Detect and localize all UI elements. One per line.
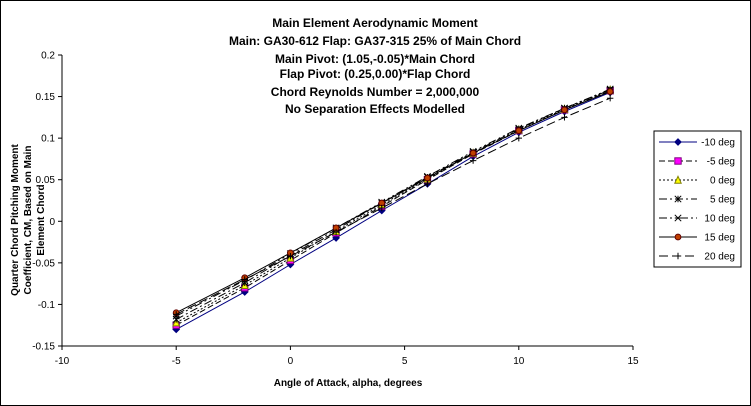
legend-label: -5 deg (707, 157, 735, 168)
data-point-plus (332, 228, 340, 236)
data-point-asterisk (674, 214, 682, 222)
title-line-5: Chord Reynolds Number = 2,000,000 (271, 85, 480, 99)
title-line-1: Main Element Aerodynamic Moment (272, 16, 478, 30)
data-point-circle (674, 233, 682, 241)
y-axis-label: Quarter Chord Pitching Moment Coefficien… (10, 143, 47, 295)
legend-item: 5 deg (659, 195, 735, 206)
data-point-plus (378, 204, 385, 212)
x-tick-label: 10 (513, 356, 525, 367)
series-6 (173, 95, 614, 318)
y-tick-label: 0 (49, 217, 55, 228)
legend-label: 0 deg (710, 176, 735, 187)
series-line (175, 97, 611, 315)
data-point-triangle (674, 175, 682, 184)
legend-item: 20 deg (659, 252, 735, 263)
data-point-plus (287, 253, 294, 260)
series-2 (172, 85, 615, 327)
series-1 (172, 87, 614, 329)
y-tick-label: 0.2 (41, 51, 55, 62)
data-point-diamond (674, 138, 682, 146)
legend-box (653, 130, 742, 268)
data-point-plus (241, 276, 248, 283)
legend-label: 10 deg (704, 214, 735, 225)
legend-label: 20 deg (704, 252, 735, 263)
data-point-plus (173, 311, 180, 318)
title-line-2: Main: GA30-612 Flap: GA37-315 25% of Mai… (229, 34, 521, 48)
data-point-plus (515, 134, 522, 142)
legend: -10 deg -5 deg 0 deg 5 deg 10 deg 15 deg 20 de… (653, 130, 742, 268)
data-point-plus (674, 252, 682, 260)
data-point-plus (606, 95, 614, 102)
y-tick-label: -0.05 (32, 258, 55, 269)
series-line (175, 91, 611, 330)
x-tick-label: 5 (402, 356, 408, 367)
legend-label: 15 deg (704, 233, 735, 244)
y-tick-label: 0.1 (41, 134, 55, 145)
title-line-4: Flap Pivot: (0.25,0.00)*Flap Chord (280, 67, 471, 81)
series-5 (172, 88, 614, 317)
legend-item: -5 deg (659, 157, 735, 168)
y-tick-label: 0.05 (36, 175, 56, 186)
series-line (175, 91, 611, 314)
title-line-6: No Separation Effects Modelled (285, 102, 465, 116)
data-point-circle (515, 127, 523, 135)
data-point-plus (469, 157, 477, 164)
legend-label: -10 deg (701, 138, 735, 149)
series-line (175, 88, 611, 317)
data-point-circle (561, 106, 568, 114)
series-4 (172, 85, 614, 320)
legend-item: 15 deg (659, 233, 735, 244)
y-tick-label: -0.15 (32, 342, 55, 353)
x-tick-label: 15 (627, 356, 639, 367)
x-tick-label: -5 (172, 356, 181, 367)
y-tick-label: -0.1 (38, 300, 56, 311)
data-point-star (674, 195, 682, 203)
y-axis-label-line-1: Quarter Chord Pitching Moment (10, 143, 21, 295)
x-tick-label: -10 (55, 356, 70, 367)
data-point-circle (469, 149, 477, 157)
chart-title: Main Element Aerodynamic Moment Main: GA… (229, 16, 521, 116)
data-point-circle (424, 174, 431, 182)
x-tick-label: 0 (288, 356, 294, 367)
series-layer (172, 85, 615, 334)
title-line-3: Main Pivot: (1.05,-0.05)*Main Chord (275, 52, 475, 66)
data-point-plus (561, 114, 568, 121)
y-tick-label: 0.15 (36, 92, 56, 103)
data-point-square (674, 157, 682, 165)
y-axis-label-line-2: Coefficient, CM, Based on Main (23, 146, 34, 295)
legend-item: 10 deg (659, 214, 735, 225)
legend-item: -10 deg (659, 138, 735, 149)
x-axis-label: Angle of Attack, alpha, degrees (274, 378, 423, 389)
legend-label: 5 deg (710, 195, 735, 206)
data-point-plus (424, 180, 431, 188)
legend-item: 0 deg (659, 175, 735, 187)
series-3 (172, 86, 614, 323)
axes: -0.15 -0.1 -0.05 0 0.05 0.1 0.15 0.2 -10 -5 0 5 10 15 (32, 51, 639, 368)
series-line (175, 89, 611, 324)
data-point-circle (606, 88, 614, 95)
y-axis-label-line-3: Element Chord (36, 184, 47, 255)
